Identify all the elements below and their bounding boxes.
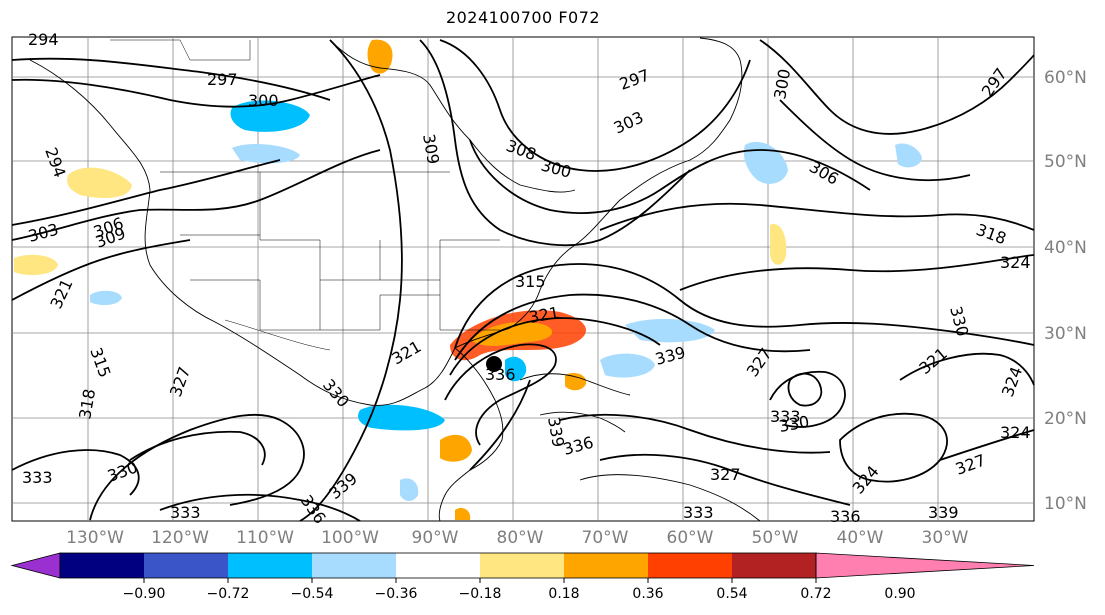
colorbar-tick-label: 0.90 xyxy=(884,586,916,602)
lat-label-30n: 30°N xyxy=(1044,324,1087,344)
lon-label-40w: 40°W xyxy=(836,528,884,548)
anomaly-shading xyxy=(14,39,922,520)
contour-label: 333 xyxy=(22,468,53,487)
colorbar-tick-label: 0.36 xyxy=(632,586,664,602)
lon-label-90w: 90°W xyxy=(411,528,459,548)
contour-lines xyxy=(11,39,1035,522)
contour-label: 333 xyxy=(770,407,801,426)
contour-label: 324 xyxy=(1000,253,1031,272)
colorbar-tick-label: 0.18 xyxy=(548,586,580,602)
contour-label: 297 xyxy=(207,70,238,89)
lat-label-20n: 20°N xyxy=(1044,409,1087,429)
lon-label-130w: 130°W xyxy=(66,528,124,548)
colorbar-tick-label: −0.90 xyxy=(122,586,166,602)
lon-label-50w: 50°W xyxy=(751,528,799,548)
lon-label-30w: 30°W xyxy=(921,528,969,548)
colorbar-tick-label: −0.36 xyxy=(374,586,418,602)
contour-label: 333 xyxy=(683,503,714,522)
contour-label: 333 xyxy=(170,503,201,522)
lon-label-70w: 70°W xyxy=(581,528,629,548)
contour-label: 336 xyxy=(485,365,516,384)
contour-label: 315 xyxy=(515,272,546,291)
colorbar-tick-label: 0.54 xyxy=(716,586,748,602)
lon-label-100w: 100°W xyxy=(321,528,379,548)
lon-label-60w: 60°W xyxy=(666,528,714,548)
borders xyxy=(110,39,500,351)
lat-label-60n: 60°N xyxy=(1044,68,1087,88)
lat-label-50n: 50°N xyxy=(1044,152,1087,172)
colorbar-tick-label: −0.54 xyxy=(290,586,334,602)
contour-label: 294 xyxy=(28,30,59,49)
colorbar-tick-label: −0.18 xyxy=(458,586,502,602)
contour-label: 336 xyxy=(830,507,861,526)
lat-label-40n: 40°N xyxy=(1044,238,1087,258)
lon-label-80w: 80°W xyxy=(496,528,544,548)
lon-label-110w: 110°W xyxy=(236,528,294,548)
contour-label: 339 xyxy=(928,503,959,522)
map-frame xyxy=(11,36,1035,522)
contour-label: 324 xyxy=(1000,423,1031,442)
colorbar-tick-label: 0.72 xyxy=(800,586,832,602)
contour-label: 327 xyxy=(710,465,741,484)
lon-label-120w: 120°W xyxy=(151,528,209,548)
colorbar-tick-label: −0.72 xyxy=(206,586,250,602)
storm-center-marker xyxy=(486,356,502,372)
lat-label-10n: 10°N xyxy=(1044,494,1087,514)
map-title: 2024100700 F072 xyxy=(445,8,601,27)
contour-label: 300 xyxy=(248,91,279,110)
